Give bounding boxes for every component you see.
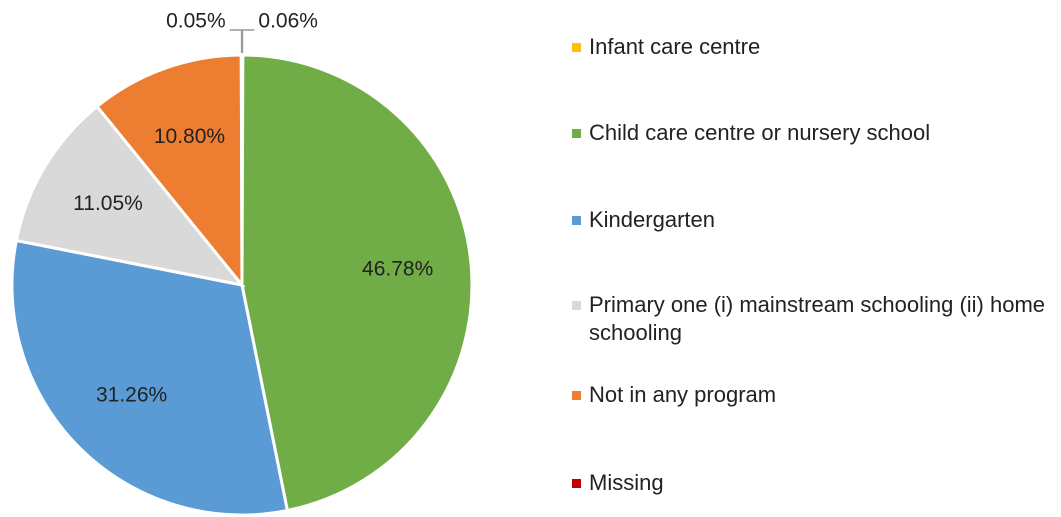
- pie-area: 0.06% 46.78% 31.26% 11.05% 10.80% 0.05%: [10, 10, 474, 517]
- pie-slice: [14, 104, 246, 288]
- legend-item: Infant care centre: [572, 33, 1052, 61]
- pie-slice: [239, 53, 244, 286]
- legend-swatch: [572, 301, 581, 310]
- pie-slice: [10, 238, 290, 517]
- legend-label: Kindergarten: [589, 207, 715, 232]
- legend-label: Primary one (i) mainstream schooling (ii…: [589, 292, 1046, 345]
- legend-item: Primary one (i) mainstream schooling (ii…: [572, 291, 1052, 347]
- data-label: 0.05%: [166, 10, 226, 33]
- legend-label: Not in any program: [589, 382, 777, 407]
- legend-item: Not in any program: [572, 381, 1052, 409]
- data-label: 46.78%: [362, 257, 433, 280]
- leader-line: [241, 29, 255, 54]
- legend-swatch: [572, 43, 581, 52]
- pie-slice: [240, 53, 474, 513]
- legend-swatch: [572, 129, 581, 138]
- legend-label: Infant care centre: [589, 34, 761, 59]
- legend-item: Child care centre or nursery school: [572, 119, 1052, 147]
- legend-swatch: [572, 216, 581, 225]
- data-label: 10.80%: [154, 125, 225, 148]
- data-label: 11.05%: [73, 192, 143, 215]
- legend-label: Missing: [589, 470, 664, 495]
- leader-line: [229, 29, 243, 54]
- legend-item: Kindergarten: [572, 206, 1052, 234]
- legend: Infant care centre Child care centre or n…: [572, 0, 1061, 517]
- data-label: 31.26%: [96, 383, 167, 406]
- data-label: 0.06%: [258, 10, 318, 33]
- legend-item: Missing: [572, 469, 1052, 497]
- pie-slice: [94, 53, 244, 290]
- legend-swatch: [572, 391, 581, 400]
- legend-swatch: [572, 479, 581, 488]
- legend-label: Child care centre or nursery school: [589, 120, 931, 145]
